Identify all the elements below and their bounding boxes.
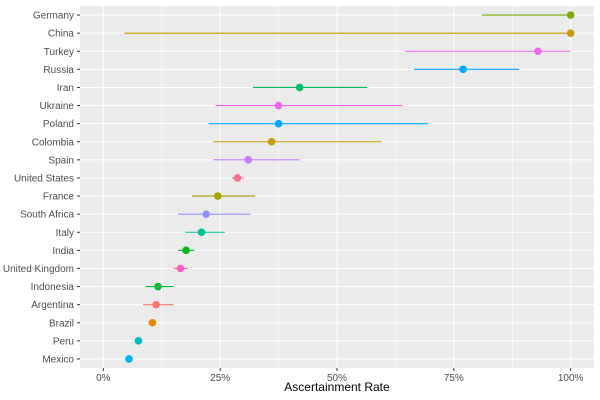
x-tick-label: 75% <box>444 373 464 384</box>
y-tick-label: Argentina <box>31 300 74 311</box>
x-tick-label: 50% <box>327 373 347 384</box>
point-estimate <box>267 137 276 146</box>
y-tick-label: France <box>43 192 75 203</box>
minor-gridlines <box>161 6 513 368</box>
point-estimate <box>176 264 185 273</box>
point-estimate <box>566 11 575 19</box>
y-tick-label: United States <box>14 173 74 184</box>
point-estimate <box>566 29 575 37</box>
y-tick-label: Turkey <box>44 47 74 58</box>
x-tick-label: 25% <box>210 373 230 384</box>
point-estimate <box>244 156 253 164</box>
y-tick-label: Colombia <box>32 137 75 148</box>
point-estimate <box>154 282 162 291</box>
point-estimate <box>534 47 542 56</box>
y-tick-label: Spain <box>48 155 74 166</box>
y-tick-label: South Africa <box>20 210 74 221</box>
y-tick-label: Indonesia <box>31 282 75 293</box>
point-estimate <box>295 83 304 92</box>
data-marks <box>124 11 575 363</box>
point-estimate <box>125 355 133 363</box>
point-estimate <box>214 192 222 200</box>
y-tick-label: Brazil <box>49 318 74 329</box>
y-tick-label: Iran <box>57 83 74 94</box>
point-estimate <box>148 318 157 327</box>
point-estimate <box>274 119 283 128</box>
point-estimate <box>182 246 190 255</box>
point-estimate <box>233 174 242 182</box>
point-estimate <box>134 337 143 345</box>
point-estimate <box>202 210 210 218</box>
point-estimate <box>152 300 160 309</box>
y-tick-label: Mexico <box>42 354 74 365</box>
y-tick-label: United Kingdom <box>3 264 74 275</box>
point-estimate <box>274 101 283 110</box>
point-estimate <box>197 228 206 237</box>
x-tick-label: 0% <box>96 373 111 384</box>
y-tick-label: Germany <box>33 11 74 22</box>
y-tick-label: Peru <box>53 336 74 347</box>
x-axis: 0% 25% 50% 75% 100% <box>96 368 584 384</box>
y-tick-label: China <box>48 29 75 40</box>
y-tick-label: Ukraine <box>40 101 75 112</box>
y-tick-label: India <box>52 246 74 257</box>
y-tick-label: Italy <box>56 228 74 239</box>
y-tick-label: Russia <box>43 65 74 76</box>
point-estimate <box>459 65 467 74</box>
x-tick-label: 100% <box>558 373 584 384</box>
x-axis-title: Ascertainment Rate <box>284 380 390 394</box>
y-axis: Germany China Turkey Russia Iran Ukraine Polan… <box>3 11 80 365</box>
y-tick-label: Poland <box>43 119 74 130</box>
